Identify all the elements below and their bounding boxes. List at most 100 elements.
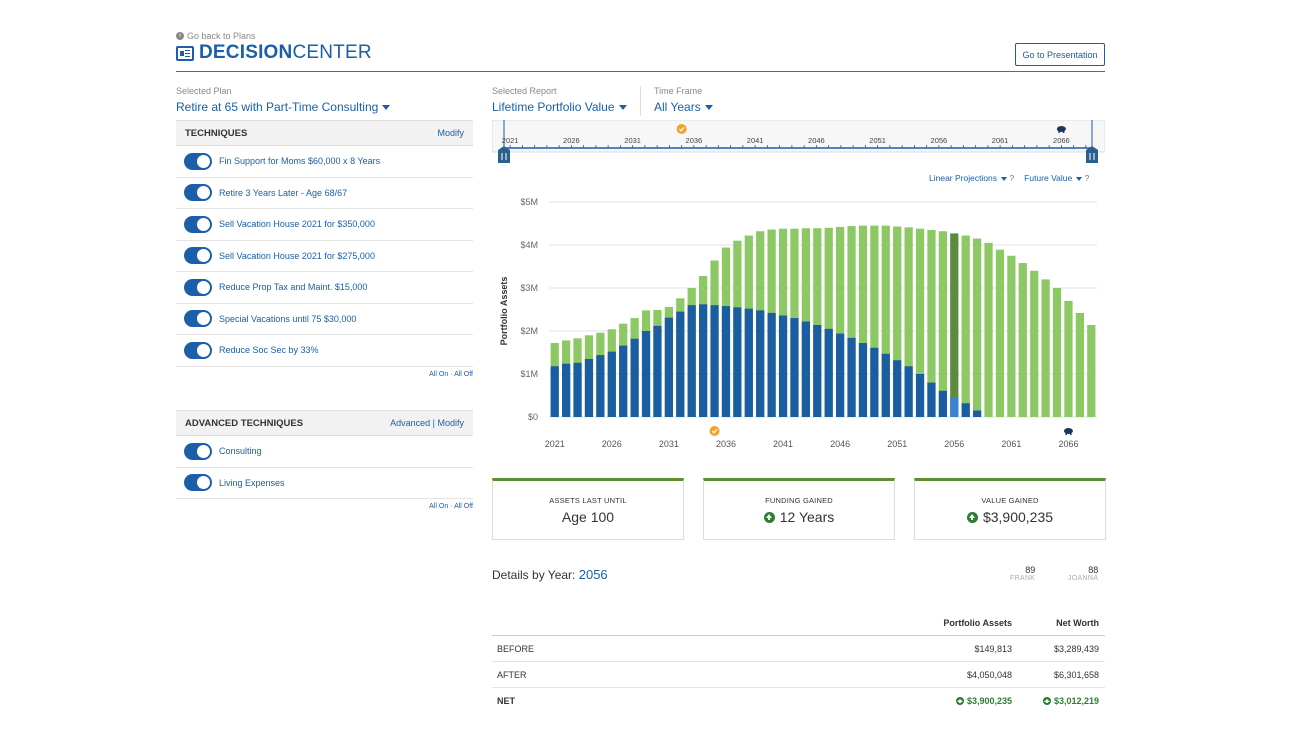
bar-with-techniques[interactable] [995, 249, 1005, 417]
bar-baseline[interactable] [721, 306, 731, 417]
bar-with-techniques[interactable] [1064, 300, 1073, 417]
bar-with-techniques[interactable] [1075, 312, 1084, 417]
bar-baseline[interactable] [870, 347, 879, 417]
bar-with-techniques[interactable] [904, 227, 913, 417]
bar-baseline[interactable] [813, 324, 822, 417]
techniques-all-on[interactable]: All On [429, 370, 449, 378]
technique-label[interactable]: Reduce Prop Tax and Maint. $15,000 [219, 282, 368, 293]
bar-baseline[interactable] [836, 333, 845, 417]
toggle-switch[interactable] [184, 215, 212, 233]
advanced-technique-label[interactable]: Consulting [219, 446, 262, 457]
linear-projections-dropdown[interactable]: Linear Projections ? [929, 173, 1015, 183]
advanced-technique-label[interactable]: Living Expenses [219, 477, 285, 488]
bar-baseline[interactable] [824, 328, 833, 417]
bar-with-techniques[interactable] [1030, 270, 1039, 417]
bar-with-techniques[interactable] [973, 238, 982, 417]
advanced-all-off[interactable]: All Off [454, 503, 473, 510]
bar-with-techniques[interactable] [1052, 288, 1062, 417]
bar-baseline[interactable] [973, 410, 982, 417]
bar-with-techniques[interactable] [1087, 324, 1096, 417]
toggle-switch[interactable] [184, 184, 212, 202]
advanced-modify-link[interactable]: Modify [437, 418, 464, 428]
technique-label[interactable]: Reduce Soc Sec by 33% [219, 345, 319, 356]
bar-baseline[interactable] [847, 337, 856, 417]
retirement-marker-icon[interactable] [709, 426, 720, 436]
bar-baseline[interactable] [904, 366, 913, 417]
toggle-switch[interactable] [184, 341, 212, 359]
bar-baseline[interactable] [630, 338, 639, 417]
advanced-all-on[interactable]: All On [429, 503, 449, 510]
bar-baseline[interactable] [607, 351, 616, 417]
bar-baseline[interactable] [653, 325, 662, 417]
bar-baseline[interactable] [801, 321, 810, 417]
bar-with-techniques[interactable] [938, 231, 947, 417]
timeline-handle-right[interactable] [1086, 120, 1098, 163]
bar-with-techniques[interactable] [950, 233, 959, 417]
bar-baseline[interactable] [619, 345, 628, 417]
bar-baseline[interactable] [858, 343, 868, 417]
bar-with-techniques[interactable] [870, 225, 879, 417]
techniques-modify-link[interactable]: Modify [437, 128, 464, 138]
toggle-switch[interactable] [184, 278, 212, 296]
bar-with-techniques[interactable] [858, 225, 868, 417]
timeline-handle-left[interactable] [498, 120, 510, 163]
bar-baseline[interactable] [961, 403, 970, 417]
bar-baseline[interactable] [573, 362, 582, 417]
toggle-switch[interactable] [184, 310, 212, 328]
bar-baseline[interactable] [893, 360, 902, 417]
bar-with-techniques[interactable] [847, 226, 856, 417]
selected-plan-dropdown[interactable]: Retire at 65 with Part-Time Consulting [176, 100, 391, 114]
bar-baseline[interactable] [790, 318, 799, 417]
bar-with-techniques[interactable] [915, 228, 925, 417]
bar-with-techniques[interactable] [984, 242, 993, 417]
bar-baseline[interactable] [927, 382, 936, 417]
bar-with-techniques[interactable] [881, 225, 890, 417]
back-to-plans-link[interactable]: ‹ Go back to Plans [176, 31, 256, 41]
bar-baseline[interactable] [699, 304, 708, 417]
bar-with-techniques[interactable] [1041, 279, 1050, 417]
help-icon[interactable]: ? [1009, 173, 1015, 183]
retirement-marker-icon[interactable] [676, 124, 687, 134]
bar-baseline[interactable] [596, 355, 605, 417]
selected-report-dropdown[interactable]: Lifetime Portfolio Value [492, 100, 627, 114]
bar-baseline[interactable] [950, 397, 959, 417]
bar-with-techniques[interactable] [824, 227, 833, 417]
bar-baseline[interactable] [778, 315, 788, 417]
bar-baseline[interactable] [710, 305, 719, 417]
bar-with-techniques[interactable] [813, 228, 822, 417]
toggle-switch[interactable] [184, 442, 212, 460]
toggle-switch[interactable] [184, 474, 212, 492]
technique-label[interactable]: Sell Vacation House 2021 for $350,000 [219, 219, 375, 230]
bar-with-techniques[interactable] [1007, 255, 1016, 417]
bar-baseline[interactable] [744, 308, 753, 417]
bar-baseline[interactable] [562, 363, 571, 417]
technique-label[interactable]: Special Vacations until 75 $30,000 [219, 313, 357, 324]
bar-baseline[interactable] [664, 317, 673, 417]
help-icon[interactable]: ? [1084, 173, 1090, 183]
time-frame-dropdown[interactable]: All Years [654, 100, 713, 114]
bar-baseline[interactable] [687, 305, 696, 417]
technique-label[interactable]: Retire 3 Years Later - Age 68/67 [219, 187, 348, 198]
bar-with-techniques[interactable] [893, 226, 902, 417]
technique-label[interactable]: Fin Support for Moms $60,000 x 8 Years [219, 156, 381, 167]
toggle-switch[interactable] [184, 247, 212, 265]
bar-baseline[interactable] [915, 374, 925, 417]
technique-label[interactable]: Sell Vacation House 2021 for $275,000 [219, 250, 375, 261]
bar-baseline[interactable] [733, 307, 742, 417]
advanced-link[interactable]: Advanced [390, 418, 431, 428]
bar-with-techniques[interactable] [836, 226, 845, 417]
future-value-dropdown[interactable]: Future Value ? [1024, 173, 1090, 183]
bar-baseline[interactable] [641, 331, 651, 417]
bar-with-techniques[interactable] [1018, 263, 1027, 417]
techniques-all-off[interactable]: All Off [454, 370, 473, 378]
bar-baseline[interactable] [767, 312, 776, 417]
go-to-presentation-button[interactable]: Go to Presentation [1015, 43, 1105, 66]
bar-baseline[interactable] [550, 366, 559, 417]
bar-baseline[interactable] [584, 358, 594, 417]
timeline-scrubber[interactable]: 2021 2026 2031 2036 2041 2046 2051 2056 2061 2066 [492, 120, 1105, 164]
toggle-switch[interactable] [184, 152, 212, 170]
bar-baseline[interactable] [756, 310, 765, 417]
details-year[interactable]: 2056 [578, 567, 608, 582]
bar-baseline[interactable] [881, 353, 890, 417]
bar-with-techniques[interactable] [961, 235, 970, 417]
